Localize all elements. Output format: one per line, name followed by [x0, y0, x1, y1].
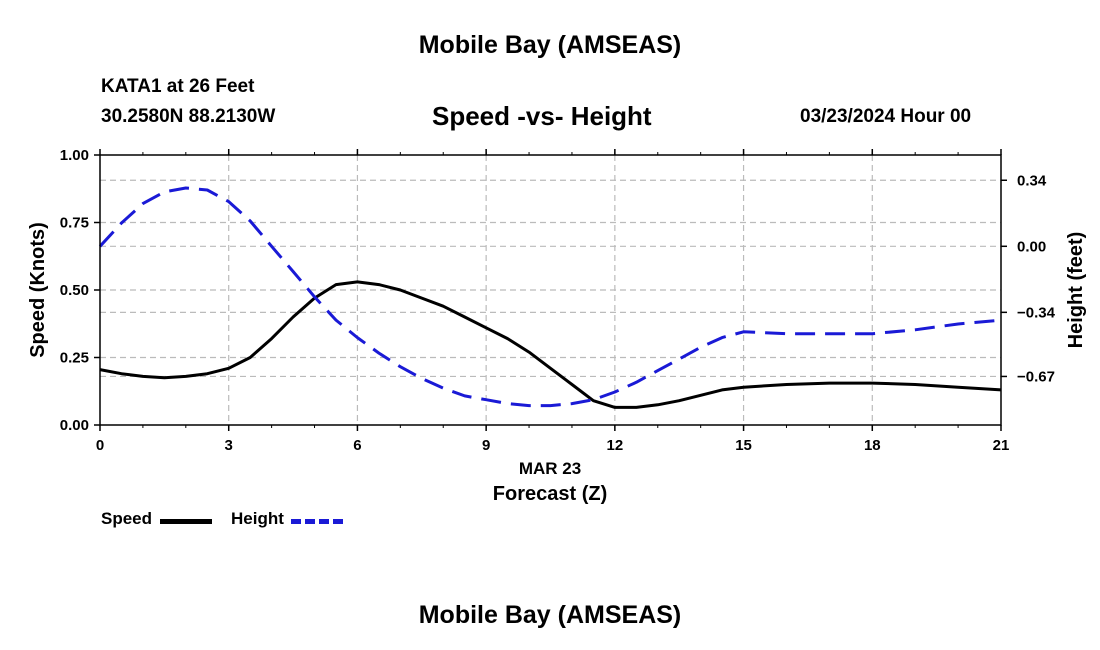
series-layer: [98, 186, 1002, 409]
x-sublabel: MAR 23: [519, 459, 581, 478]
x-tick-label: 0: [96, 437, 104, 454]
y-tick-label: 0.50: [60, 282, 89, 299]
x-tick-label: 18: [864, 437, 881, 454]
x-tick-label: 3: [225, 437, 233, 454]
page-title: Mobile Bay (AMSEAS): [418, 31, 682, 59]
x-tick-label: 6: [353, 437, 361, 454]
legend-speed-swatch: [160, 519, 212, 524]
station-label: KATA1 at 26 Feet: [101, 76, 255, 97]
y2-tick-label: 0.34: [1017, 172, 1047, 189]
y-tick-label: 0.00: [60, 417, 89, 434]
legend-speed-label: Speed: [101, 509, 153, 528]
y-tick-label: 0.75: [60, 215, 89, 232]
y-axis-label: Speed (Knots): [27, 222, 49, 358]
legend-height-label: Height: [231, 509, 284, 528]
series-line-speed: [99, 280, 1002, 409]
y2-tick-label: −0.34: [1017, 304, 1056, 321]
forecast-datetime: 03/23/2024 Hour 00: [800, 106, 972, 127]
y-tick-label: 1.00: [60, 147, 89, 164]
x-tick-label: 12: [607, 437, 624, 454]
footer-title: Mobile Bay (AMSEAS): [418, 601, 682, 629]
x-tick-label: 9: [482, 437, 490, 454]
y-tick-label: 0.25: [60, 350, 89, 367]
legend-height-swatch: [291, 519, 343, 524]
y2-tick-label: 0.00: [1017, 238, 1046, 255]
y2-axis-label: Height (feet): [1065, 232, 1087, 349]
station-coords: 30.2580N 88.2130W: [101, 106, 276, 127]
chart-title: Speed -vs- Height: [432, 101, 652, 131]
x-tick-label: 15: [735, 437, 752, 454]
series-line-height: [98, 186, 1002, 408]
y2-tick-label: −0.67: [1017, 368, 1055, 385]
x-axis-label: Forecast (Z): [493, 483, 607, 505]
axes: 0 3 6 9 12 15 18 21 0.00 0.25 0.50 0.75 1.00 0.34 0.00…: [60, 147, 1056, 454]
x-tick-label: 21: [993, 437, 1010, 454]
